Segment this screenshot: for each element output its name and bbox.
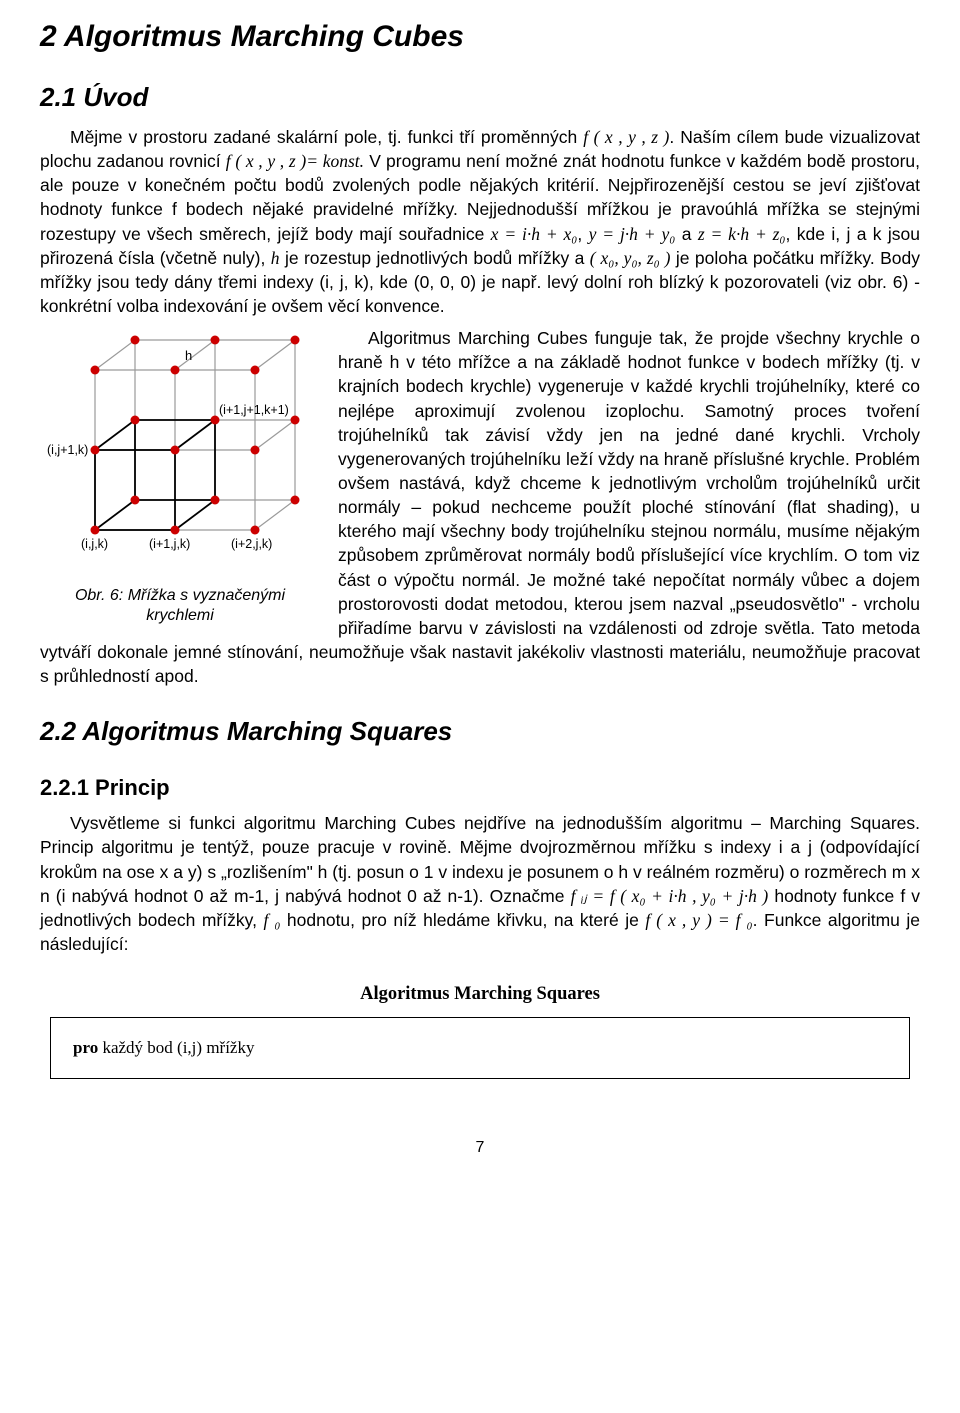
fig-label-ijk: (i,j,k)	[81, 537, 108, 551]
math-expr: f ( x , y , z )	[583, 127, 669, 147]
algo-keyword: pro	[73, 1038, 98, 1057]
paragraph-2-1-a: Mějme v prostoru zadané skalární pole, t…	[40, 125, 920, 318]
math-expr: f ₀	[263, 910, 280, 930]
figure-6-caption: Obr. 6: Mřížka s vyznačenými krychlemi	[40, 586, 320, 626]
text: ,	[577, 224, 588, 244]
fig-label-i1jk: (i+1,j,k)	[149, 537, 190, 551]
math-expr: x = i·h + x₀	[491, 224, 578, 244]
math-expr: y = j·h + y₀	[589, 224, 676, 244]
algo-text: každý bod (i,j) mřížky	[102, 1038, 254, 1057]
fig-label-i2jk: (i+2,j,k)	[231, 537, 272, 551]
text: je rozestup jednotlivých bodů mřížky a	[280, 248, 590, 268]
fig-label-i1j1k1: (i+1,j+1,k+1)	[219, 403, 289, 417]
chapter-title: 2 Algoritmus Marching Cubes	[40, 20, 920, 54]
fig-label-h: h	[185, 348, 192, 363]
section-2-1-title: 2.1 Úvod	[40, 82, 920, 113]
algorithm-line-1: pro každý bod (i,j) mřížky	[73, 1038, 887, 1058]
section-2-2-1-title: 2.2.1 Princip	[40, 775, 920, 801]
figure-6: h (i,j+1,k) (i,j,k) (i+1,j,k) (i+2,j,k) …	[40, 330, 320, 626]
math-italic: h	[271, 248, 280, 268]
algorithm-title: Algoritmus Marching Squares	[40, 984, 920, 1005]
paragraph-2-2-1: Vysvětleme si funkci algoritmu Marching …	[40, 811, 920, 956]
math-expr: f ᵢⱼ = f ( x₀ + i·h , y₀ + j·h )	[571, 886, 769, 906]
section-2-2-title: 2.2 Algoritmus Marching Squares	[40, 716, 920, 747]
text: hodnotu, pro níž hledáme křivku, na kter…	[280, 910, 645, 930]
math-expr: f ( x , y , z )= konst.	[226, 151, 364, 171]
math-expr: z = k·h + z₀	[698, 224, 786, 244]
figure-6-svg: h (i,j+1,k) (i,j,k) (i+1,j,k) (i+2,j,k) …	[45, 330, 315, 580]
math-expr: ( x₀, y₀, z₀ )	[590, 248, 671, 268]
algorithm-box: pro každý bod (i,j) mřížky	[50, 1017, 910, 1079]
text: Mějme v prostoru zadané skalární pole, t…	[70, 127, 583, 147]
page-number: 7	[40, 1139, 920, 1157]
text: a	[675, 224, 697, 244]
math-expr: f ( x , y ) = f ₀	[645, 910, 752, 930]
fig-label-ij1k: (i,j+1,k)	[47, 443, 88, 457]
